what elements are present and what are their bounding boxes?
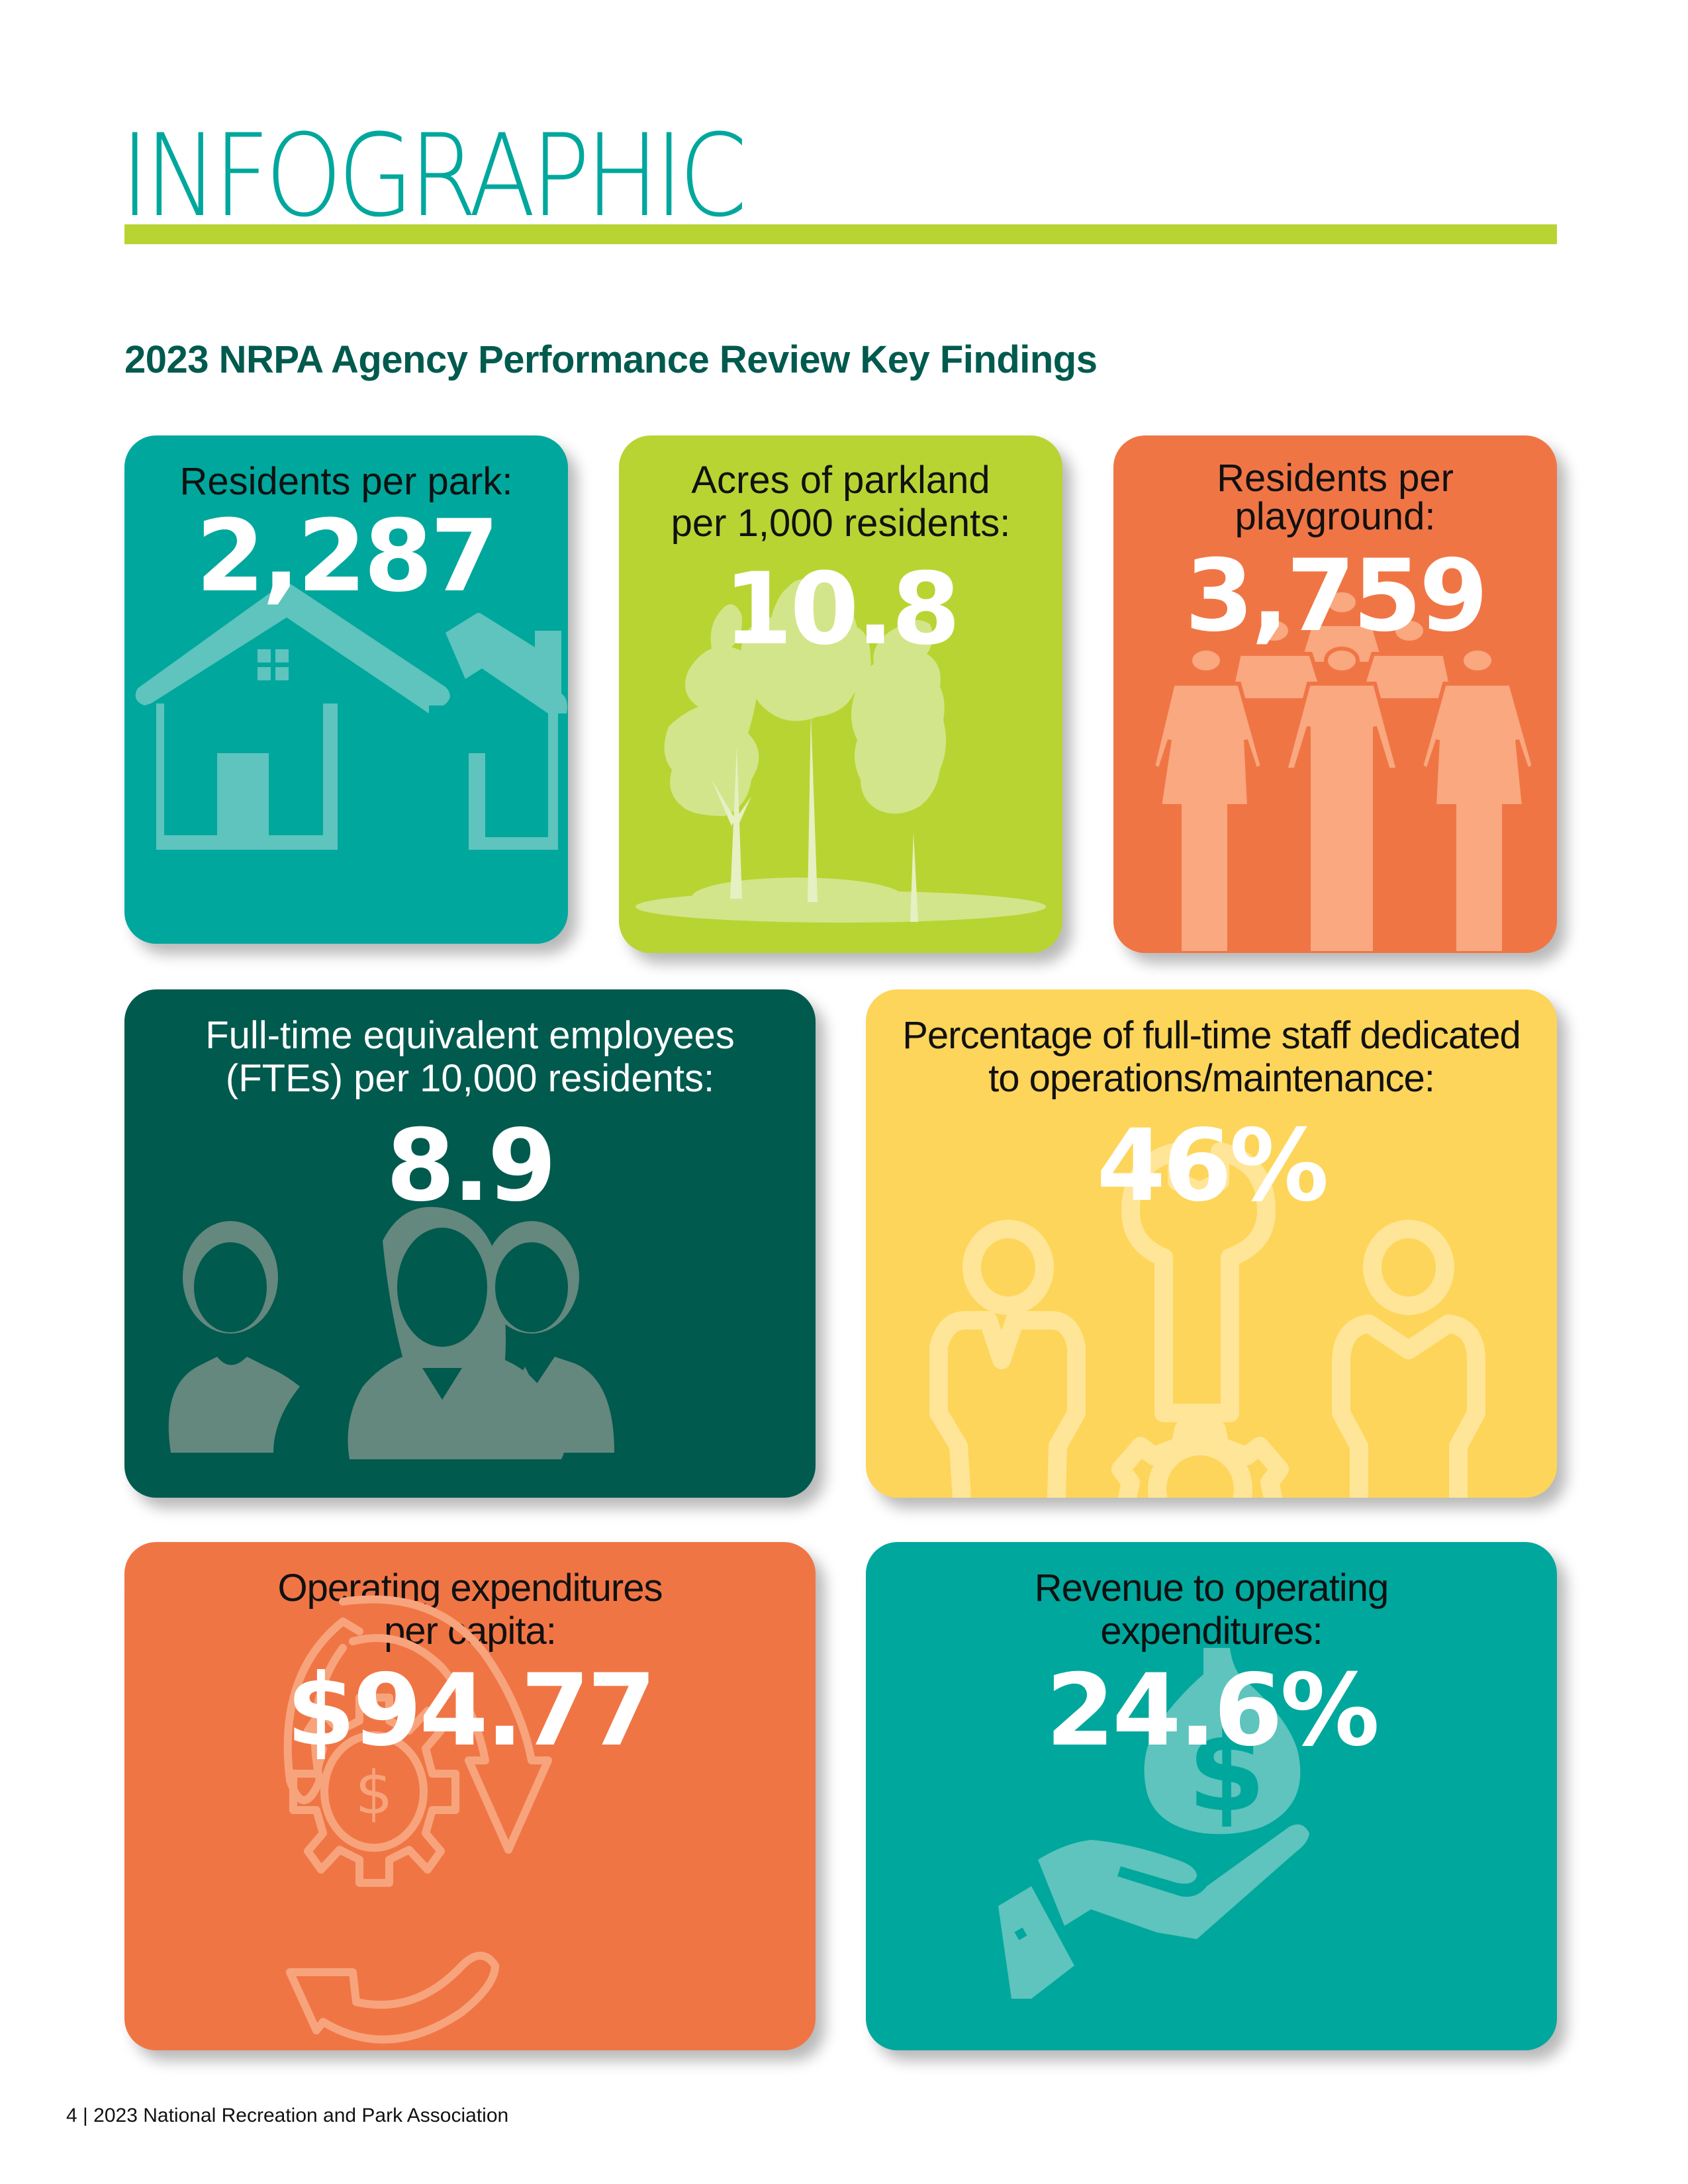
card-label: Revenue to operating expenditures: [1034, 1567, 1389, 1653]
card-operating-expenditures: Operating expenditures per capita: $94.7… [124, 1542, 816, 2050]
card-label: Full-time equivalent employees (FTEs) pe… [205, 1014, 735, 1100]
card-revenue-to-expenditures: Revenue to operating expenditures: 24.6%… [866, 1542, 1557, 2050]
card-residents-per-playground: Residents per playground: 3,759 [1113, 435, 1557, 953]
card-value: 2,287 [195, 499, 499, 614]
card-acres-parkland: Acres of parkland per 1,000 residents: 1… [619, 435, 1062, 953]
employees-icon [168, 1206, 614, 1459]
card-value: $94.77 [286, 1653, 657, 1768]
gear-dollar-cycle-icon: $ [283, 1595, 552, 2044]
card-label: Acres of parkland per 1,000 residents: [671, 459, 1011, 545]
page-title: INFOGRAPHIC [120, 109, 747, 242]
title-divider [124, 224, 1557, 244]
hand-money-bag-icon: $ [998, 1648, 1309, 1999]
card-value: 3,759 [1184, 539, 1488, 654]
card-value: 24.6% [1045, 1653, 1380, 1768]
card-ops-maintenance-staff: Percentage of full-time staff dedicated … [866, 989, 1557, 1498]
dollar-glyph: $ [355, 1758, 393, 1828]
card-value: 8.9 [386, 1109, 557, 1224]
card-value: 10.8 [723, 552, 961, 667]
card-label: Residents per playground: [1217, 457, 1454, 538]
page-subtitle: 2023 NRPA Agency Performance Review Key … [124, 338, 1098, 381]
card-label: Percentage of full-time staff dedicated … [902, 1014, 1521, 1100]
people-group-icon [1150, 588, 1536, 953]
card-fte-employees: Full-time equivalent employees (FTEs) pe… [124, 989, 816, 1498]
houses-icon [135, 583, 567, 850]
card-residents-per-park: Residents per park: 2,287 [124, 435, 568, 944]
trees-icon [635, 578, 1046, 923]
workers-wrench-gear-icon [929, 1142, 1485, 1498]
page-footer: 4 | 2023 National Recreation and Park As… [66, 2105, 509, 2126]
card-label: Residents per park: [179, 460, 513, 503]
dollar-glyph: $ [1188, 1706, 1266, 1837]
card-value: 46% [1096, 1109, 1329, 1224]
